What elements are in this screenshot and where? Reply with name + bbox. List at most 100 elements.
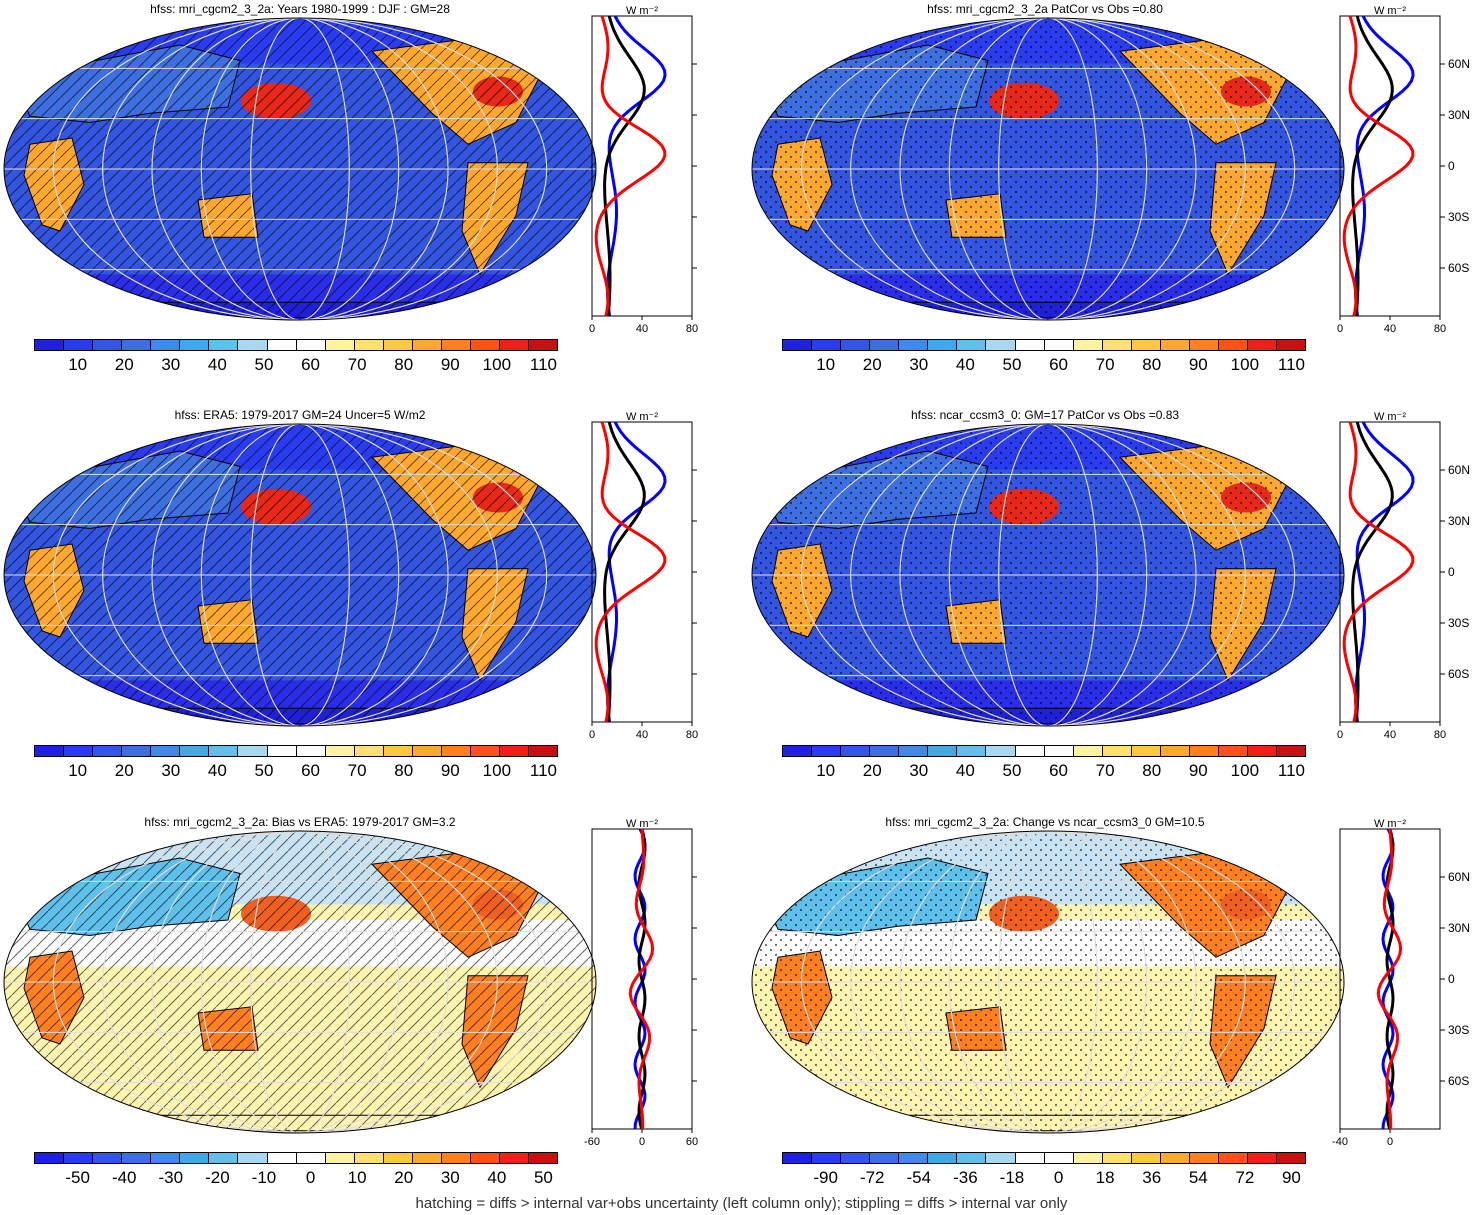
colorbar-label: 36 <box>1142 1168 1162 1187</box>
colorbar-swatch <box>899 746 929 756</box>
colorbar-swatch <box>238 340 268 350</box>
colorbar-label: 40 <box>207 761 227 780</box>
colorbar-swatch <box>812 746 842 756</box>
colorbar-label: -40 <box>111 1168 137 1187</box>
colorbar-swatch <box>1044 1153 1074 1163</box>
zonal-tick-label: 80 <box>686 729 698 741</box>
latitude-label: 60N <box>1448 463 1470 477</box>
zonal-tick-label: 0 <box>589 323 595 335</box>
colorbar-p4 <box>782 745 1306 757</box>
zonal-unit: W m⁻² <box>1374 818 1406 830</box>
colorbar-swatch <box>412 1153 442 1163</box>
colorbar-swatch <box>383 746 413 756</box>
colorbar-swatch <box>928 1153 958 1163</box>
colorbar-label: 20 <box>862 761 882 780</box>
colorbar-label: 10 <box>68 761 88 780</box>
colorbar-swatch <box>325 1153 355 1163</box>
colorbar-swatch <box>870 340 900 350</box>
colorbar-label: 20 <box>862 355 882 374</box>
colorbar-swatch <box>441 1153 471 1163</box>
colorbar-swatch <box>1102 340 1132 350</box>
zonal-tick-label: 80 <box>1434 323 1446 335</box>
colorbar-label: -54 <box>906 1168 932 1187</box>
zonal-unit: W m⁻² <box>626 818 658 830</box>
colorbar-swatch <box>122 746 152 756</box>
colorbar-swatch <box>412 340 442 350</box>
map-p2 <box>751 17 1345 321</box>
colorbar-label: 70 <box>1095 761 1115 780</box>
colorbar-swatch <box>93 340 123 350</box>
zonal-tick-label: 40 <box>636 323 648 335</box>
latitude-label: 60N <box>1448 57 1470 71</box>
colorbar-swatch <box>1248 340 1278 350</box>
colorbar-swatch <box>93 1153 123 1163</box>
colorbar-swatch <box>928 746 958 756</box>
zonal-tick-label: 80 <box>1434 729 1446 741</box>
zonal-line-obs <box>1385 828 1395 1130</box>
zonal-line-land <box>594 15 667 317</box>
zonal-line-land <box>628 828 655 1129</box>
zonal-plot-p5: W m⁻²-6006060N30N030S60S <box>584 818 698 1148</box>
colorbar-label: 40 <box>487 1168 507 1187</box>
colorbar-label: 110 <box>1277 761 1305 780</box>
zonal-tick-label: 0 <box>1337 323 1343 335</box>
colorbar-label: 60 <box>1049 355 1069 374</box>
zonal-unit: W m⁻² <box>1374 5 1406 17</box>
colorbar-label: 30 <box>161 355 181 374</box>
colorbar-swatch <box>841 746 871 756</box>
colorbar-label: 110 <box>529 761 557 780</box>
colorbar-label: 110 <box>529 355 557 374</box>
colorbar-label: 60 <box>1049 761 1069 780</box>
panel-title-p1: hfss: mri_cgcm2_3_2a: Years 1980-1999 : … <box>150 2 450 16</box>
map-border <box>3 17 597 321</box>
colorbar-label: 90 <box>1188 355 1208 374</box>
colorbar-swatch <box>267 1153 297 1163</box>
colorbar-swatch <box>354 340 384 350</box>
panel-title-p4: hfss: ncar_ccsm3_0: GM=17 PatCor vs Obs … <box>910 408 1180 422</box>
colorbar-swatch <box>267 746 297 756</box>
colorbar-label: -10 <box>251 1168 277 1187</box>
zonal-tick-label: 0 <box>1387 1136 1393 1148</box>
panel-title-p3: hfss: ERA5: 1979-2017 GM=24 Uncer=5 W/m2 <box>174 408 426 422</box>
colorbar-label: 100 <box>1230 355 1260 374</box>
zonal-line-obs <box>1351 421 1394 723</box>
map-border <box>751 17 1345 321</box>
zonal-unit: W m⁻² <box>626 411 658 423</box>
colorbar-label: 80 <box>1142 355 1162 374</box>
zonal-plot-p4: W m⁻² 0 40 80 60N 30N 0 30S 60S <box>1337 411 1470 741</box>
colorbar-label: 0 <box>305 1168 316 1187</box>
colorbar-label: 60 <box>301 355 321 374</box>
colorbar-label: 80 <box>394 355 414 374</box>
colorbar-label: -72 <box>859 1168 885 1187</box>
map-p3 <box>3 423 597 727</box>
latitude-label: 30N <box>1448 514 1470 528</box>
zonal-tick-label: 40 <box>1384 729 1396 741</box>
zonal-tick-label: -40 <box>1332 1136 1348 1148</box>
map-border <box>751 830 1345 1134</box>
colorbar-swatch <box>1218 340 1248 350</box>
latitude-label: 60S <box>1448 261 1469 275</box>
colorbar-swatch <box>441 340 471 350</box>
colorbar-swatch <box>180 340 210 350</box>
colorbar-swatch <box>209 340 239 350</box>
colorbar-label: 30 <box>161 761 181 780</box>
colorbar-label: -20 <box>205 1168 230 1187</box>
colorbar-label: 0 <box>1053 1168 1064 1187</box>
colorbar-swatch <box>957 1153 987 1163</box>
colorbar-swatch <box>1218 746 1248 756</box>
colorbar-swatch <box>296 746 326 756</box>
colorbar-swatch <box>1015 1153 1045 1163</box>
zonal-line-obs <box>603 15 646 317</box>
colorbar-swatch <box>151 1153 181 1163</box>
colorbar-swatch <box>1277 746 1306 756</box>
colorbar-swatch <box>1073 746 1103 756</box>
colorbar-label: 30 <box>440 1168 460 1187</box>
colorbar-swatch <box>383 340 413 350</box>
colorbar-swatch <box>1131 340 1161 350</box>
colorbar-swatch <box>383 1153 413 1163</box>
colorbar-swatch <box>1248 746 1278 756</box>
colorbar-label: 10 <box>347 1168 367 1187</box>
colorbar-swatch <box>325 340 355 350</box>
map-p1 <box>3 17 597 321</box>
zonal-tick-label: -60 <box>584 1136 600 1148</box>
